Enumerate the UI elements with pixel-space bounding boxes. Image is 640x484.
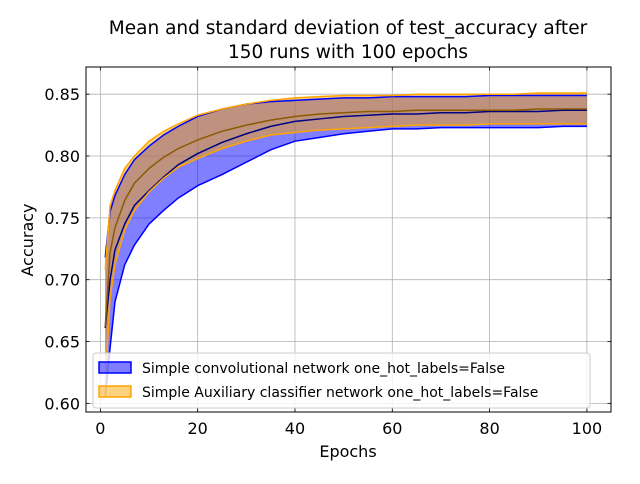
std-band-series-2 xyxy=(105,92,587,385)
axis-ticks: 0 20 40 60 80 100 0.60 0.65 0.70 0.75 0.80 0.85 xyxy=(44,67,611,438)
y-tick-label: 0.75 xyxy=(44,209,80,228)
legend: Simple convolutional network one_hot_lab… xyxy=(92,352,591,409)
x-tick-label: 100 xyxy=(572,419,603,438)
x-tick-label: 20 xyxy=(187,419,207,438)
chart-title-line-2: 150 runs with 100 epochs xyxy=(228,42,468,63)
x-tick-label: 40 xyxy=(285,419,305,438)
chart-title-line-1: Mean and standard deviation of test_accu… xyxy=(109,18,588,39)
y-tick-label: 0.65 xyxy=(44,333,80,352)
std-bands xyxy=(105,92,587,398)
x-tick-label: 80 xyxy=(479,419,499,438)
y-tick-label: 0.60 xyxy=(44,394,80,413)
plot-frame xyxy=(85,66,612,413)
legend-swatch xyxy=(98,361,132,374)
legend-box xyxy=(92,352,591,409)
y-tick-label: 0.85 xyxy=(44,85,80,104)
legend-label: Simple Auxiliary classifier network one_… xyxy=(142,385,538,401)
legend-label: Simple convolutional network one_hot_lab… xyxy=(142,361,505,377)
mean-line-series-2 xyxy=(104,108,587,327)
lower-bound-line-series-2 xyxy=(104,123,587,385)
std-band-series-1 xyxy=(105,95,587,398)
y-axis-label: Accuracy xyxy=(18,203,37,276)
mean-line-series-1 xyxy=(104,109,587,328)
mean-lines xyxy=(104,92,587,398)
x-axis-label: Epochs xyxy=(319,442,376,461)
y-tick-label: 0.80 xyxy=(44,147,80,166)
y-tick-label: 0.70 xyxy=(44,271,80,290)
upper-bound-line-series-1 xyxy=(104,94,587,258)
legend-swatch xyxy=(98,385,132,398)
x-tick-label: 60 xyxy=(382,419,402,438)
lower-bound-line-series-1 xyxy=(104,125,587,398)
x-tick-label: 0 xyxy=(95,419,105,438)
upper-bound-line-series-2 xyxy=(104,92,587,270)
